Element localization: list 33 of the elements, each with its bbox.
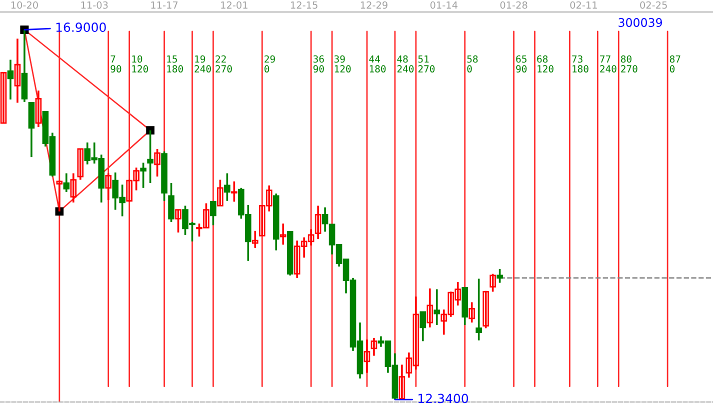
annotation: 16.9000 <box>56 22 106 32</box>
candlestick <box>0 72 7 124</box>
annotation: 77 240 <box>600 55 616 73</box>
x-tick-label: 02-25 <box>640 1 667 9</box>
x-tick-label: 01-14 <box>430 1 458 9</box>
annotation: 87 0 <box>670 55 680 73</box>
annotation: 58 0 <box>467 55 478 73</box>
x-tick-label: 10-20 <box>11 1 38 9</box>
annotation: 51 270 <box>418 55 435 73</box>
annotation: 68 120 <box>537 55 554 73</box>
annotation: 73 180 <box>572 55 588 73</box>
x-tick-label: 11-03 <box>81 1 108 9</box>
annotation: 15 180 <box>167 55 183 73</box>
chart-title: 300039 <box>618 18 662 27</box>
x-tick-label: 12-29 <box>360 1 388 9</box>
annotation: 80 270 <box>621 55 638 73</box>
annotation: 65 90 <box>516 55 527 73</box>
annotation: 44 180 <box>369 55 386 73</box>
candlestick <box>140 162 146 189</box>
x-tick-label: 02-11 <box>570 1 597 9</box>
annotation: 29 0 <box>264 55 275 73</box>
x-tick-label: 12-01 <box>221 1 248 9</box>
x-tick-label: 11-17 <box>151 2 178 9</box>
annotation: 22 270 <box>216 55 232 73</box>
annotation: 7 90 <box>110 55 122 73</box>
annotation: 19 240 <box>194 55 211 73</box>
x-tick-label: 12-15 <box>291 1 318 9</box>
x-tick-label: 01-28 <box>500 1 528 9</box>
annotation: 10 120 <box>132 55 148 73</box>
annotation: 48 240 <box>397 55 414 73</box>
annotation: 39 120 <box>334 55 351 73</box>
annotation: 12.3400 <box>418 394 468 404</box>
annotation: 36 90 <box>313 55 324 73</box>
